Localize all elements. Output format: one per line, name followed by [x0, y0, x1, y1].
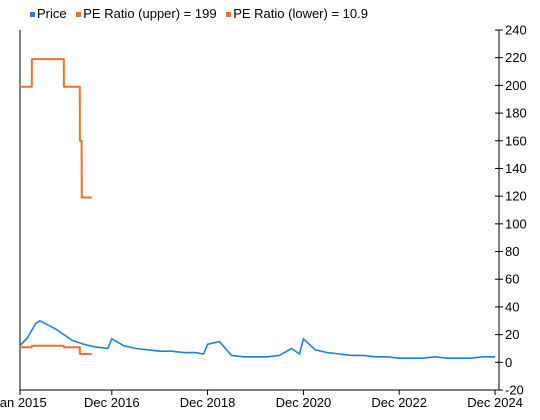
x-tick-label: Dec 2016	[84, 395, 140, 410]
y-tick-label: 80	[505, 244, 519, 259]
axes	[19, 29, 503, 395]
y-tick-label: -20	[505, 383, 524, 398]
legend-label-price: Price	[37, 6, 67, 21]
y-tick-label: 100	[505, 216, 527, 231]
y-tick-label: 0	[505, 355, 512, 370]
x-tick-label: Dec 2020	[276, 395, 332, 410]
y-tick-label: 140	[505, 161, 527, 176]
y-tick-label: 120	[505, 189, 527, 204]
y-tick-label: 40	[505, 299, 519, 314]
legend-item-pe-upper: PE Ratio (upper) = 199	[76, 6, 217, 21]
x-tick-label: Dec 2024	[467, 395, 523, 410]
legend: Price PE Ratio (upper) = 199 PE Ratio (l…	[30, 6, 374, 21]
legend-item-pe-lower: PE Ratio (lower) = 10.9	[226, 6, 368, 21]
y-tick-label: 200	[505, 78, 527, 93]
y-tick-label: 20	[505, 327, 519, 342]
series-line-1	[20, 58, 92, 199]
legend-label-pe-lower: PE Ratio (lower) = 10.9	[233, 6, 368, 21]
y-tick-label: 60	[505, 272, 519, 287]
series-layer	[19, 58, 496, 360]
series-line-0	[19, 319, 496, 360]
legend-item-price: Price	[30, 6, 67, 21]
x-tick-label: Dec 2022	[371, 395, 427, 410]
y-tick-label: 160	[505, 133, 527, 148]
legend-swatch-pe-lower	[226, 12, 232, 18]
x-tick-label: Jan 2015	[0, 395, 47, 410]
y-tick-label: 220	[505, 50, 527, 65]
y-tick-label: 180	[505, 106, 527, 121]
series-line-2	[20, 344, 92, 355]
y-tick-label: 240	[505, 23, 527, 38]
legend-swatch-pe-upper	[76, 12, 82, 18]
legend-swatch-price	[30, 12, 35, 18]
x-tick-label: Dec 2018	[180, 395, 236, 410]
legend-label-pe-upper: PE Ratio (upper) = 199	[83, 6, 217, 21]
tick-labels: -20 0 20 40 60 80 100 120 140 160 180 200 220 240 Jan …	[0, 23, 527, 411]
